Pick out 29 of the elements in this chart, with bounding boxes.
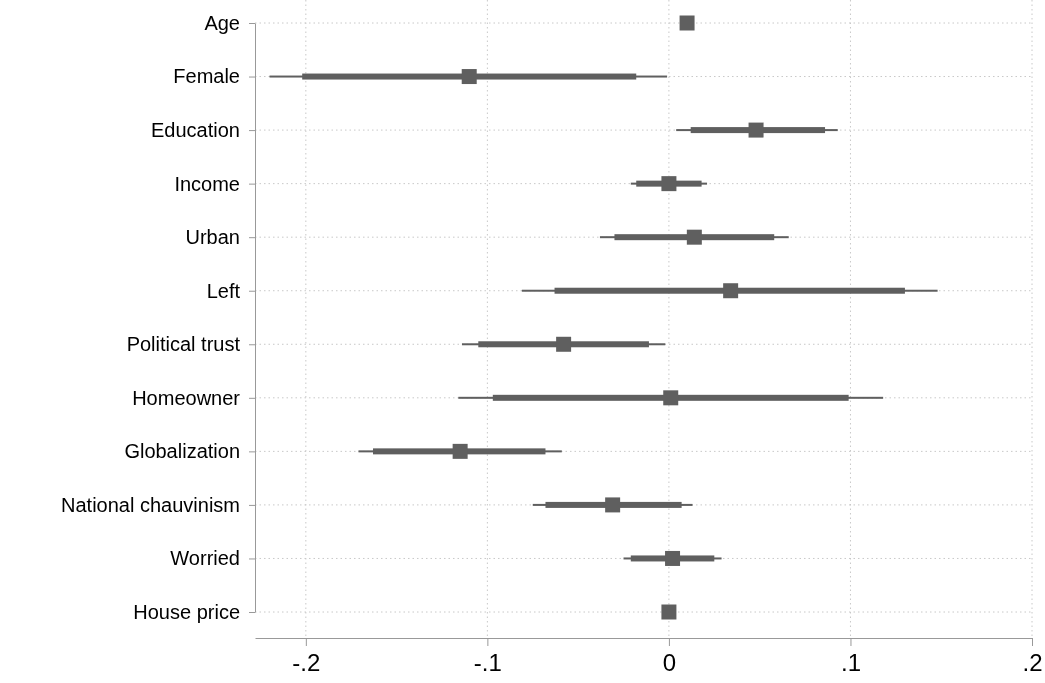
y-tick-label: Homeowner xyxy=(132,386,241,409)
y-tick-label: Age xyxy=(204,11,240,34)
point xyxy=(686,229,702,245)
y-tick-label: Left xyxy=(206,279,241,302)
y-tick-label: Urban xyxy=(185,226,240,249)
point xyxy=(661,604,677,620)
y-tick-label: Income xyxy=(174,172,240,195)
y-tick-label: Political trust xyxy=(126,333,241,356)
y-tick-label: Worried xyxy=(170,547,240,570)
point xyxy=(452,443,468,459)
point xyxy=(748,122,764,138)
x-tick-label: .2 xyxy=(1022,648,1043,676)
x-tick-label: .1 xyxy=(840,648,861,676)
x-tick-label: 0 xyxy=(662,648,677,676)
y-tick-label: Education xyxy=(151,118,240,141)
point xyxy=(723,283,739,299)
y-tick-label: Globalization xyxy=(124,440,240,463)
y-tick-label: House price xyxy=(133,600,240,623)
x-tick-label: -.2 xyxy=(292,648,321,676)
y-tick-label: Female xyxy=(173,65,240,88)
point xyxy=(663,390,679,406)
point xyxy=(679,15,695,31)
point xyxy=(661,176,677,192)
point xyxy=(605,497,621,513)
y-tick-label: National chauvinism xyxy=(61,493,240,516)
x-tick-label: -.1 xyxy=(473,648,502,676)
point xyxy=(461,69,477,85)
point xyxy=(665,550,681,566)
point xyxy=(556,336,572,352)
